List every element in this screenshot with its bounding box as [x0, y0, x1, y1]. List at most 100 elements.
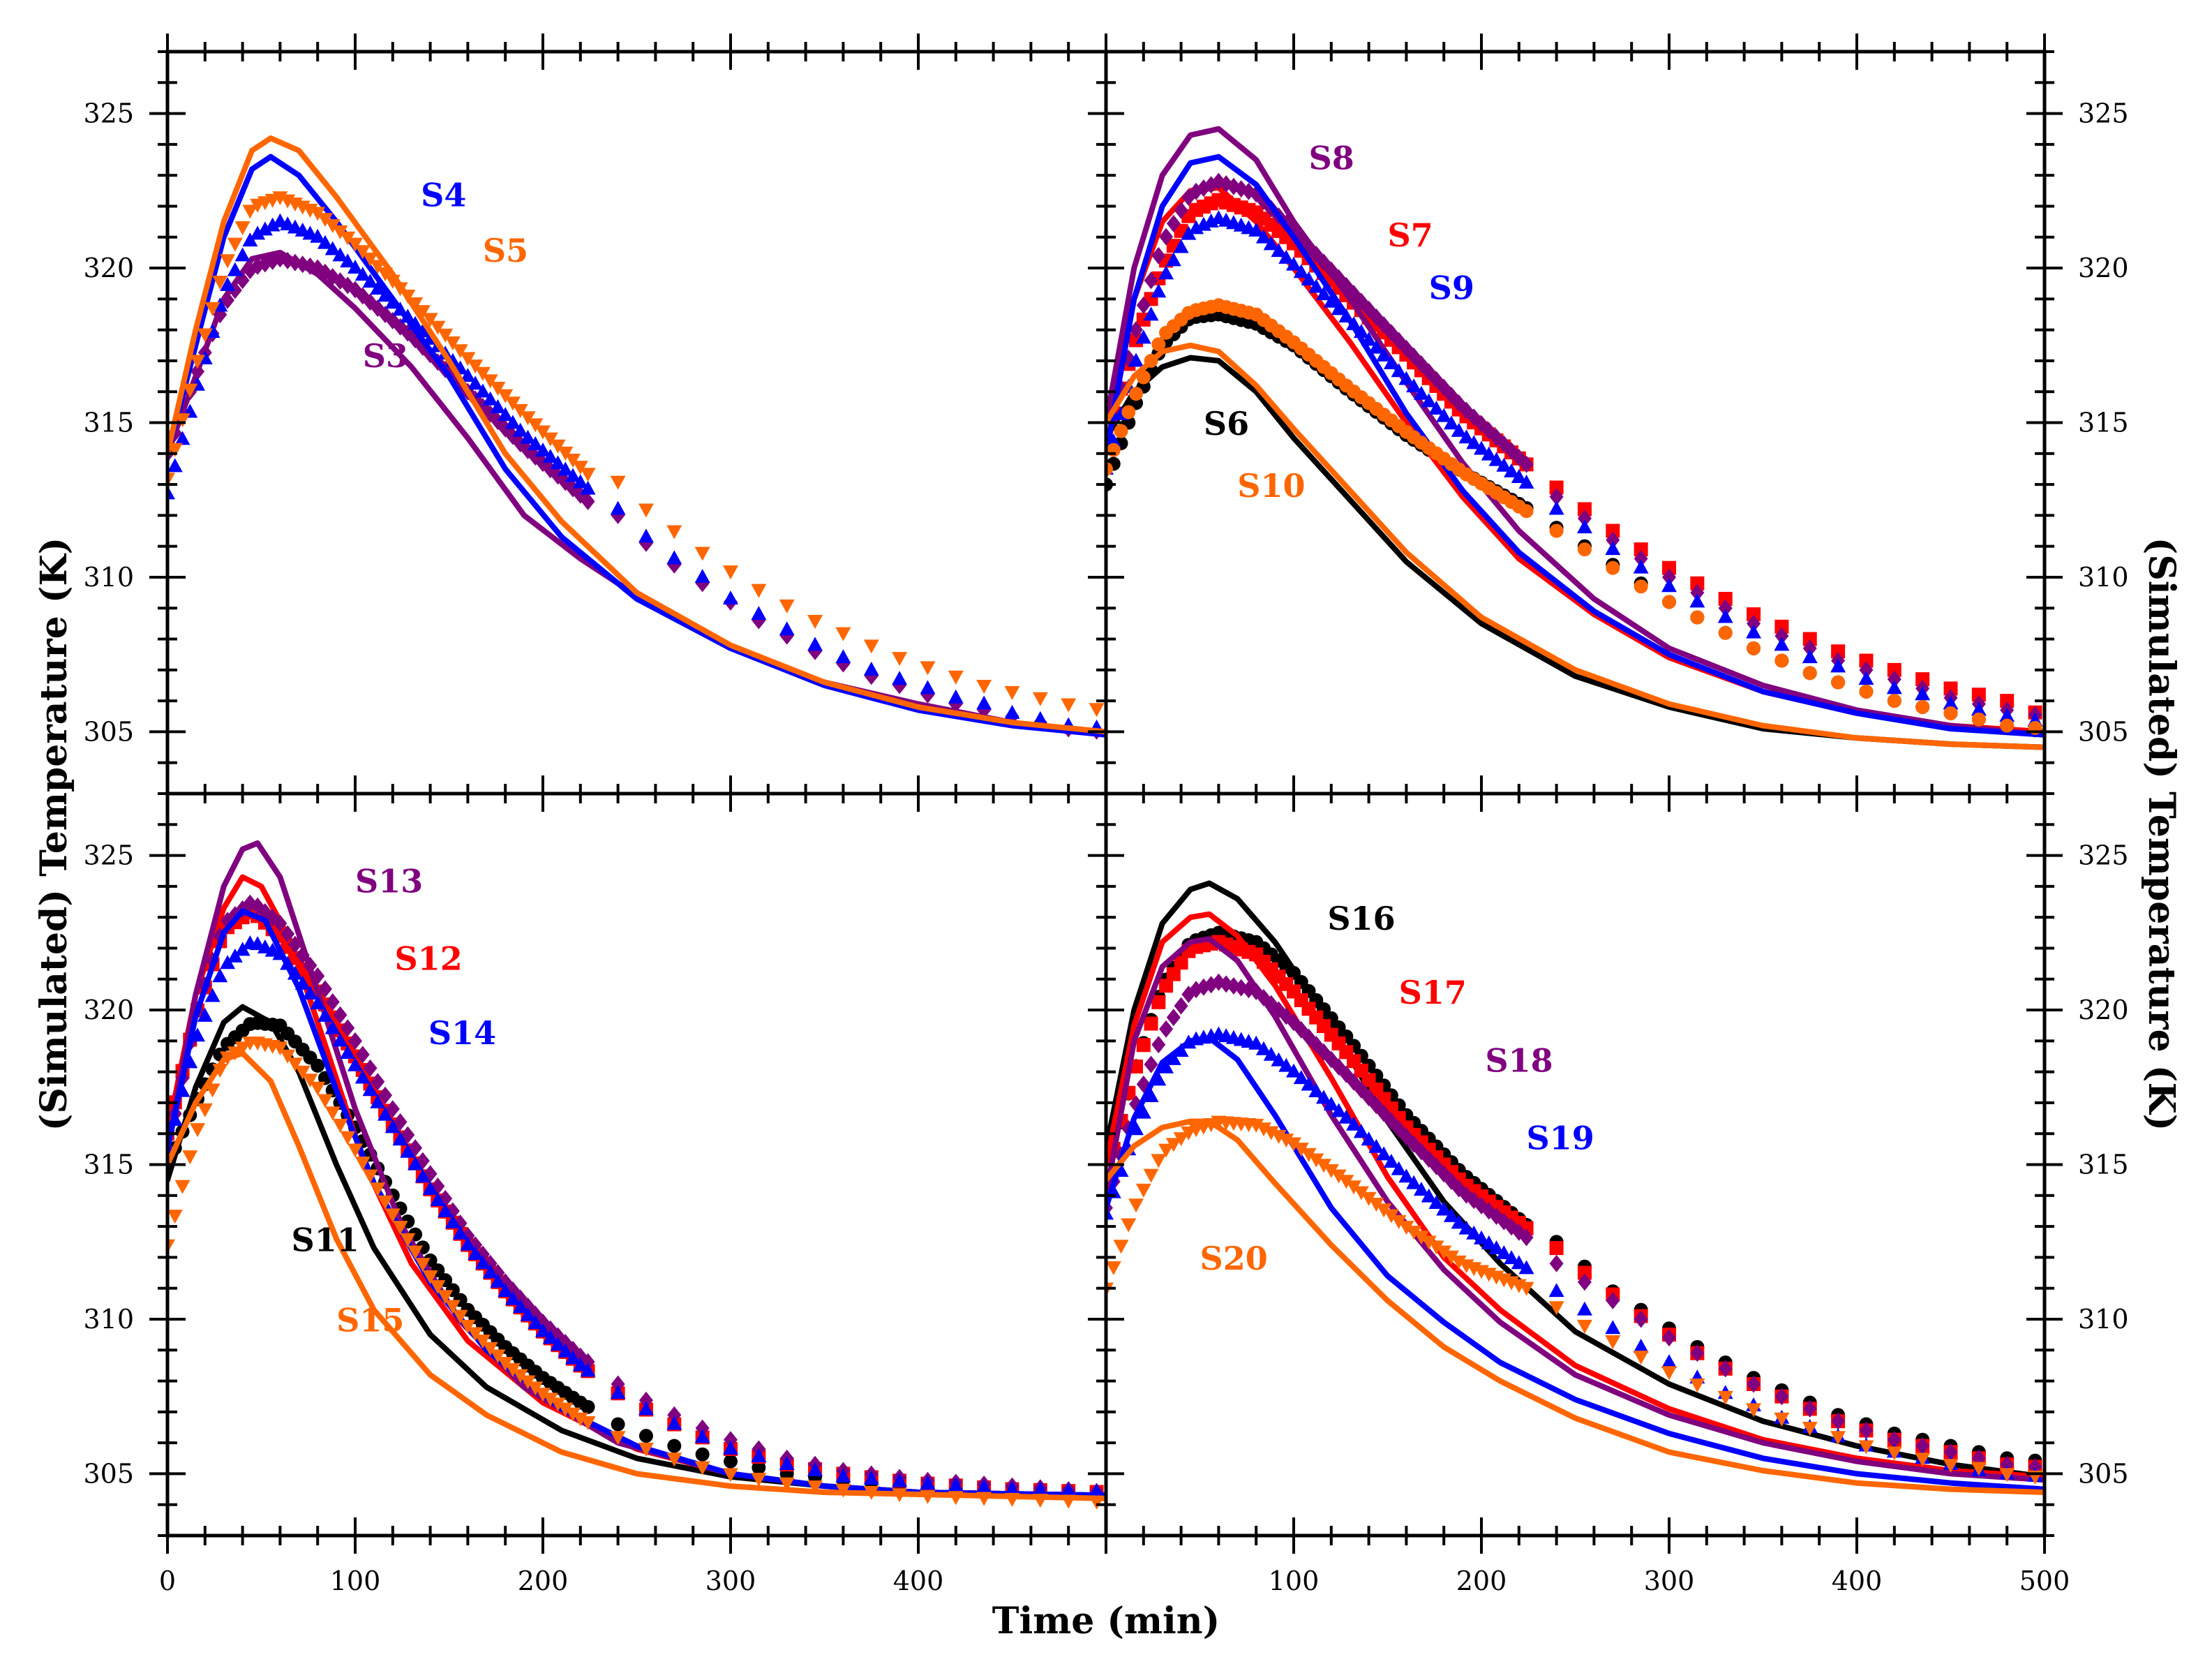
marker-triangle-up — [490, 1273, 506, 1288]
marker-triangle-down — [1376, 1203, 1392, 1218]
marker-triangle-down — [505, 1362, 521, 1377]
marker-triangle-up — [1323, 1096, 1339, 1110]
marker-diamond — [611, 1375, 625, 1393]
marker-triangle-down — [1323, 1164, 1339, 1178]
marker-triangle-down — [920, 661, 936, 676]
marker-diamond — [461, 1226, 475, 1245]
marker-triangle-up — [528, 1315, 544, 1330]
marker-circle — [638, 1429, 653, 1443]
marker-diamond — [1549, 1254, 1564, 1272]
x-tick-label: 200 — [518, 1566, 569, 1596]
marker-triangle-up — [542, 449, 558, 463]
marker-triangle-down — [1406, 1226, 1422, 1240]
marker-diamond — [1174, 997, 1188, 1015]
marker-triangle-up — [520, 1307, 536, 1321]
marker-diamond — [1831, 1412, 1846, 1430]
marker-triangle-down — [340, 1131, 356, 1145]
y-tick-label: 310 — [2078, 562, 2129, 593]
marker-triangle-down — [948, 670, 964, 685]
marker-triangle-down — [1248, 1118, 1264, 1133]
marker-triangle-down — [1443, 1250, 1459, 1265]
y-tick-label: 325 — [83, 98, 134, 129]
marker-triangle-down — [362, 252, 378, 267]
marker-circle — [1915, 699, 1930, 714]
marker-diamond — [1519, 1228, 1534, 1247]
marker-triangle-down — [1391, 1214, 1407, 1229]
marker-triangle-down — [1413, 1231, 1429, 1245]
marker-triangle-up — [1511, 1255, 1527, 1270]
simulated-line-S10 — [1106, 342, 2045, 750]
marker-diamond — [281, 925, 295, 943]
marker-triangle-up — [535, 442, 551, 456]
marker-triangle-up — [1633, 559, 1649, 574]
marker-triangle-down — [565, 454, 581, 468]
marker-triangle-down — [520, 411, 536, 426]
marker-diamond — [1136, 296, 1151, 314]
x-tick-label: 400 — [893, 1566, 944, 1596]
series-S14 — [167, 908, 1106, 1499]
marker-triangle-down — [204, 302, 221, 316]
marker-triangle-up — [234, 247, 251, 262]
marker-triangle-up — [1548, 1283, 1564, 1298]
marker-triangle-down — [542, 432, 558, 447]
marker-triangle-up — [1458, 429, 1474, 444]
marker-triangle-down — [444, 1300, 461, 1314]
marker-triangle-up — [1271, 243, 1287, 258]
marker-circle — [1577, 542, 1592, 557]
marker-triangle-down — [348, 237, 363, 252]
marker-triangle-down — [1121, 1218, 1137, 1233]
marker-triangle-up — [474, 1255, 491, 1270]
marker-circle — [1943, 706, 1958, 720]
panel-top-left: S3 S4 S5 305 310 315 320 325 — [83, 34, 1108, 796]
marker-triangle-up — [220, 955, 236, 970]
marker-triangle-up — [197, 1007, 213, 1022]
marker-diamond — [1887, 1431, 1901, 1449]
x-tick-label: 0 — [159, 1566, 176, 1596]
marker-triangle-up — [1301, 1076, 1317, 1091]
marker-triangle-up — [498, 1283, 514, 1298]
marker-triangle-up — [1633, 1338, 1649, 1353]
marker-triangle-up — [863, 1471, 879, 1485]
marker-triangle-up — [1605, 1320, 1621, 1335]
marker-diamond — [341, 1019, 355, 1037]
marker-triangle-down — [572, 461, 588, 475]
marker-triangle-down — [1278, 1134, 1294, 1148]
simulated-line-S20 — [1106, 1118, 2045, 1495]
marker-triangle-down — [324, 1106, 341, 1121]
y-tick-label: 315 — [2078, 1150, 2129, 1180]
marker-triangle-up — [460, 368, 476, 382]
series-label-S5: S5 — [483, 232, 528, 269]
x-tick-label: 400 — [1832, 1566, 1883, 1596]
marker-triangle-down — [1383, 1209, 1399, 1224]
marker-triangle-up — [1323, 293, 1339, 308]
marker-triangle-up — [1391, 1161, 1407, 1175]
marker-triangle-down — [779, 599, 795, 614]
marker-triangle-up — [835, 649, 851, 664]
marker-triangle-down — [572, 1412, 588, 1427]
marker-triangle-down — [580, 468, 596, 482]
marker-triangle-down — [452, 1309, 468, 1324]
marker-triangle-up — [528, 436, 544, 450]
marker-triangle-down — [1158, 1143, 1174, 1158]
marker-square — [1718, 591, 1733, 606]
marker-triangle-down — [174, 1180, 190, 1194]
marker-triangle-down — [1368, 1198, 1384, 1212]
marker-triangle-up — [1466, 435, 1482, 450]
marker-triangle-down — [1301, 1147, 1317, 1162]
plot-area — [1106, 880, 2045, 1495]
marker-triangle-down — [197, 328, 213, 343]
marker-triangle-up — [1746, 624, 1762, 639]
marker-triangle-down — [1106, 1261, 1121, 1275]
marker-square — [1802, 632, 1817, 646]
marker-triangle-down — [354, 1156, 371, 1171]
marker-triangle-down — [474, 1335, 491, 1349]
series-label-S15: S15 — [336, 1302, 404, 1339]
y-axis-title-left: (Simulated) Temperature (K) — [33, 537, 75, 1131]
marker-triangle-up — [1308, 278, 1324, 293]
marker-square — [1915, 672, 1930, 687]
marker-triangle-up — [317, 1007, 333, 1022]
marker-triangle-down — [1518, 1282, 1534, 1296]
marker-triangle-down — [384, 1208, 401, 1223]
marker-triangle-down — [892, 652, 908, 667]
marker-circle — [2000, 718, 2015, 733]
